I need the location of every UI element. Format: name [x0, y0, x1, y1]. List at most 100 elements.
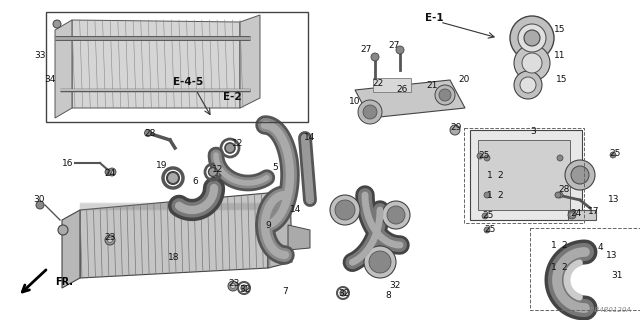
- Text: 15: 15: [554, 26, 566, 35]
- Text: 25: 25: [483, 211, 493, 220]
- Text: 31: 31: [611, 270, 623, 279]
- Text: 14: 14: [304, 133, 316, 142]
- Text: 13: 13: [608, 196, 620, 204]
- Text: 6: 6: [192, 178, 198, 187]
- Text: 14: 14: [291, 205, 301, 214]
- Text: 17: 17: [588, 207, 600, 217]
- Text: 24: 24: [104, 169, 116, 178]
- Text: FR.: FR.: [55, 277, 73, 287]
- Circle shape: [58, 225, 68, 235]
- Circle shape: [335, 200, 355, 220]
- Text: 2: 2: [497, 190, 503, 199]
- Text: 20: 20: [458, 76, 470, 84]
- Circle shape: [230, 284, 236, 289]
- Circle shape: [510, 16, 554, 60]
- Text: 26: 26: [396, 85, 408, 94]
- Text: 32: 32: [339, 290, 349, 299]
- Circle shape: [105, 169, 111, 175]
- Text: 32: 32: [239, 285, 251, 294]
- Circle shape: [371, 53, 379, 61]
- Circle shape: [450, 125, 460, 135]
- Circle shape: [364, 246, 396, 278]
- Circle shape: [565, 160, 595, 190]
- Circle shape: [520, 77, 536, 93]
- Text: 23: 23: [228, 279, 240, 289]
- Text: 11: 11: [554, 51, 566, 60]
- Text: 1: 1: [551, 263, 557, 273]
- Circle shape: [484, 227, 490, 233]
- Circle shape: [557, 155, 563, 161]
- Circle shape: [225, 143, 235, 153]
- Circle shape: [209, 167, 218, 177]
- Bar: [373, 78, 411, 92]
- Text: TJB4B0120A: TJB4B0120A: [589, 307, 632, 313]
- Text: 15: 15: [556, 76, 568, 84]
- Text: 16: 16: [62, 158, 74, 167]
- Text: 25: 25: [609, 149, 621, 158]
- Polygon shape: [240, 15, 260, 108]
- Text: 1: 1: [487, 171, 493, 180]
- Circle shape: [145, 130, 152, 137]
- Circle shape: [396, 46, 404, 54]
- Bar: [568, 210, 596, 220]
- Text: 10: 10: [349, 98, 361, 107]
- Circle shape: [330, 195, 360, 225]
- Circle shape: [358, 100, 382, 124]
- Circle shape: [382, 201, 410, 229]
- Text: 22: 22: [372, 78, 383, 87]
- Text: 27: 27: [360, 45, 372, 54]
- Circle shape: [228, 281, 238, 291]
- Text: 28: 28: [558, 186, 570, 195]
- Circle shape: [241, 285, 247, 291]
- Polygon shape: [470, 130, 582, 220]
- Polygon shape: [355, 80, 465, 118]
- Polygon shape: [62, 210, 80, 288]
- Polygon shape: [55, 20, 72, 118]
- Text: 13: 13: [606, 251, 618, 260]
- Circle shape: [108, 237, 113, 243]
- Polygon shape: [288, 225, 310, 250]
- Text: 29: 29: [451, 124, 461, 132]
- Circle shape: [435, 85, 455, 105]
- Text: 21: 21: [426, 81, 438, 90]
- Text: 23: 23: [104, 234, 116, 243]
- Text: 2: 2: [561, 241, 567, 250]
- Text: 7: 7: [282, 287, 288, 297]
- Circle shape: [522, 53, 542, 73]
- Text: 28: 28: [144, 129, 156, 138]
- Circle shape: [105, 235, 115, 245]
- Bar: [46, 12, 308, 122]
- Circle shape: [557, 192, 563, 198]
- Text: 27: 27: [388, 41, 400, 50]
- Text: 12: 12: [212, 165, 224, 174]
- Text: E-1: E-1: [425, 13, 444, 23]
- Text: 8: 8: [385, 292, 391, 300]
- Circle shape: [110, 170, 114, 174]
- Text: 1: 1: [551, 241, 557, 250]
- Circle shape: [514, 71, 542, 99]
- Circle shape: [369, 251, 391, 273]
- Text: E-4-5: E-4-5: [173, 77, 203, 87]
- Text: 5: 5: [272, 164, 278, 172]
- Circle shape: [482, 213, 488, 219]
- Bar: [530, 228, 640, 310]
- Circle shape: [524, 30, 540, 46]
- Circle shape: [36, 201, 44, 209]
- Text: 3: 3: [530, 127, 536, 137]
- Polygon shape: [80, 193, 268, 278]
- Text: 2: 2: [497, 171, 503, 180]
- Circle shape: [610, 152, 616, 158]
- Circle shape: [484, 192, 490, 198]
- Text: 9: 9: [265, 220, 271, 229]
- Circle shape: [439, 89, 451, 101]
- Text: 24: 24: [570, 209, 582, 218]
- Text: 25: 25: [478, 150, 490, 159]
- Circle shape: [568, 211, 576, 219]
- Text: 18: 18: [168, 253, 180, 262]
- Text: 30: 30: [33, 196, 45, 204]
- Text: 25: 25: [484, 226, 496, 235]
- Circle shape: [108, 168, 116, 176]
- Circle shape: [514, 45, 550, 81]
- Circle shape: [387, 206, 405, 224]
- Polygon shape: [478, 140, 570, 210]
